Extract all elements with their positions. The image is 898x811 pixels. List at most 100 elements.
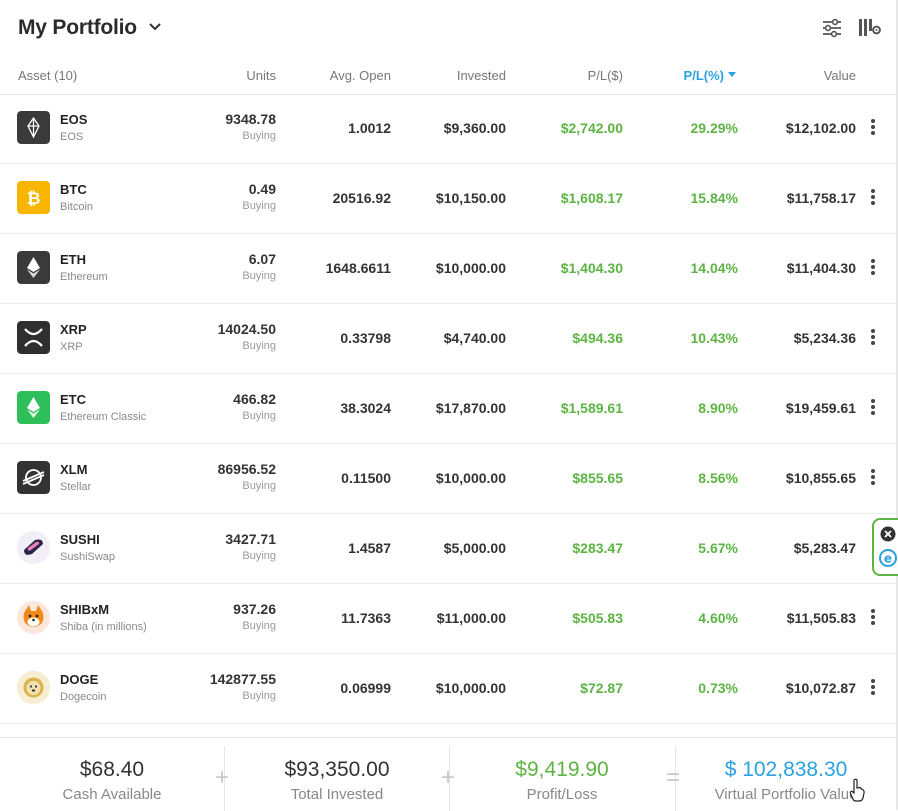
asset-symbol: ETC bbox=[60, 392, 86, 407]
columns-settings-icon[interactable] bbox=[858, 18, 882, 38]
column-value[interactable]: Value bbox=[823, 68, 856, 83]
bitcoin-icon: ₿ bbox=[17, 181, 50, 214]
divider bbox=[675, 746, 676, 811]
pl-pct-value: 10.43% bbox=[690, 330, 738, 346]
pl-usd-value: $1,589.61 bbox=[560, 400, 623, 416]
asset-name: Ethereum Classic bbox=[60, 411, 147, 423]
avg-open-value: 1648.6611 bbox=[325, 260, 391, 276]
table-row[interactable]: SUSHI SushiSwap 3427.71 Buying 1.4587 $5… bbox=[0, 513, 896, 584]
units-value: 9348.78 bbox=[225, 111, 276, 127]
table-row[interactable]: ETH Ethereum 6.07 Buying 1648.6611 $10,0… bbox=[0, 233, 896, 304]
asset-symbol: DOGE bbox=[60, 672, 99, 687]
column-units[interactable]: Units bbox=[246, 68, 276, 83]
pl-pct-value: 29.29% bbox=[690, 120, 738, 136]
units-value: 937.26 bbox=[233, 601, 276, 617]
position-side: Buying bbox=[242, 270, 276, 282]
asset-symbol: XLM bbox=[60, 462, 88, 477]
more-options-icon[interactable] bbox=[870, 118, 876, 136]
total-invested-value: $93,350.00 bbox=[284, 758, 390, 781]
svg-text:e: e bbox=[884, 552, 892, 566]
more-options-icon[interactable] bbox=[870, 328, 876, 346]
asset-symbol: EOS bbox=[60, 112, 88, 127]
invested-value: $11,000.00 bbox=[436, 610, 506, 626]
avg-open-value: 11.7363 bbox=[341, 610, 391, 626]
side-widget[interactable]: e bbox=[872, 518, 898, 576]
pl-usd-value: $855.65 bbox=[572, 470, 623, 486]
pl-usd-value: $1,608.17 bbox=[560, 190, 623, 206]
plus-operator: + bbox=[215, 764, 230, 791]
table-row[interactable]: ₿ BTC Bitcoin 0.49 Buying 20516.92 $10,1… bbox=[0, 163, 896, 234]
position-value: $10,072.87 bbox=[785, 680, 856, 696]
asset-name: Dogecoin bbox=[60, 691, 107, 703]
close-icon[interactable] bbox=[880, 526, 896, 542]
units-value: 0.49 bbox=[248, 181, 276, 197]
pl-usd-value: $283.47 bbox=[572, 540, 623, 556]
units-value: 6.07 bbox=[248, 251, 276, 267]
cash-available: $68.40 Cash Available bbox=[0, 738, 224, 811]
cash-available-label: Cash Available bbox=[62, 786, 162, 803]
table-row[interactable]: XLM Stellar 86956.52 Buying 0.11500 $10,… bbox=[0, 443, 896, 514]
invested-value: $10,000.00 bbox=[435, 680, 506, 696]
pl-usd-value: $72.87 bbox=[580, 680, 623, 696]
total-invested: $93,350.00 Total Invested bbox=[225, 738, 449, 811]
table-row[interactable]: ETC Ethereum Classic 466.82 Buying 38.30… bbox=[0, 373, 896, 444]
chevron-down-icon[interactable] bbox=[148, 20, 162, 34]
more-options-icon[interactable] bbox=[870, 258, 876, 276]
invested-value: $5,000.00 bbox=[443, 540, 506, 556]
virtual-portfolio-value: $ 102,838.30 Virtual Portfolio Value bbox=[676, 738, 896, 811]
asset-symbol: ETH bbox=[60, 252, 86, 267]
sort-desc-icon bbox=[728, 72, 736, 77]
column-pl-usd[interactable]: P/L($) bbox=[587, 68, 623, 83]
divider bbox=[449, 746, 450, 811]
hand-cursor-icon bbox=[849, 778, 865, 802]
pl-usd-value: $1,404.30 bbox=[560, 260, 623, 276]
eos-icon bbox=[17, 111, 50, 144]
table-row[interactable]: SHIBxM Shiba (in millions) 937.26 Buying… bbox=[0, 583, 896, 654]
asset-name: Shiba (in millions) bbox=[60, 621, 147, 633]
invested-value: $9,360.00 bbox=[443, 120, 506, 136]
asset-name: XRP bbox=[60, 341, 83, 353]
column-avg-open[interactable]: Avg. Open bbox=[329, 68, 391, 83]
units-value: 14024.50 bbox=[217, 321, 276, 337]
table-row[interactable]: EOS EOS 9348.78 Buying 1.0012 $9,360.00 … bbox=[0, 93, 896, 164]
more-options-icon[interactable] bbox=[870, 678, 876, 696]
asset-name: Stellar bbox=[60, 481, 92, 493]
avg-open-value: 0.11500 bbox=[341, 470, 391, 486]
avg-open-value: 0.06999 bbox=[340, 680, 391, 696]
more-options-icon[interactable] bbox=[870, 468, 876, 486]
more-options-icon[interactable] bbox=[870, 608, 876, 626]
avg-open-value: 1.4587 bbox=[348, 540, 391, 556]
pl-pct-value: 8.90% bbox=[698, 400, 738, 416]
ethereum-classic-icon bbox=[17, 391, 50, 424]
table-header: Asset (10) Units Avg. Open Invested P/L(… bbox=[0, 58, 896, 95]
position-value: $5,234.36 bbox=[793, 330, 856, 346]
avg-open-value: 1.0012 bbox=[348, 120, 391, 136]
pl-usd-value: $494.36 bbox=[572, 330, 623, 346]
virtual-portfolio-value-label: Virtual Portfolio Value bbox=[714, 786, 858, 803]
units-value: 466.82 bbox=[233, 391, 276, 407]
more-options-icon[interactable] bbox=[870, 188, 876, 206]
avg-open-value: 0.33798 bbox=[340, 330, 391, 346]
sushi-icon bbox=[17, 531, 50, 564]
pl-pct-value: 15.84% bbox=[690, 190, 738, 206]
table-row[interactable]: XRP XRP 14024.50 Buying 0.33798 $4,740.0… bbox=[0, 303, 896, 374]
column-invested[interactable]: Invested bbox=[456, 68, 506, 83]
divider bbox=[224, 746, 225, 811]
position-side: Buying bbox=[242, 410, 276, 422]
column-asset[interactable]: Asset (10) bbox=[18, 68, 78, 83]
filter-sliders-icon[interactable] bbox=[822, 18, 842, 38]
table-row[interactable]: DOGE Dogecoin 142877.55 Buying 0.06999 $… bbox=[0, 653, 896, 724]
avg-open-value: 38.3024 bbox=[340, 400, 391, 416]
xrp-icon bbox=[17, 321, 50, 354]
position-value: $12,102.00 bbox=[785, 120, 856, 136]
etoro-logo-icon[interactable]: e bbox=[879, 549, 897, 567]
more-options-icon[interactable] bbox=[870, 398, 876, 416]
asset-symbol: BTC bbox=[60, 182, 87, 197]
invested-value: $10,000.00 bbox=[435, 260, 506, 276]
position-value: $11,505.83 bbox=[786, 610, 856, 626]
page-title[interactable]: My Portfolio bbox=[18, 16, 137, 39]
pl-pct-value: 0.73% bbox=[698, 680, 738, 696]
position-value: $11,404.30 bbox=[786, 260, 856, 276]
column-pl-pct[interactable]: P/L(%) bbox=[684, 68, 736, 83]
